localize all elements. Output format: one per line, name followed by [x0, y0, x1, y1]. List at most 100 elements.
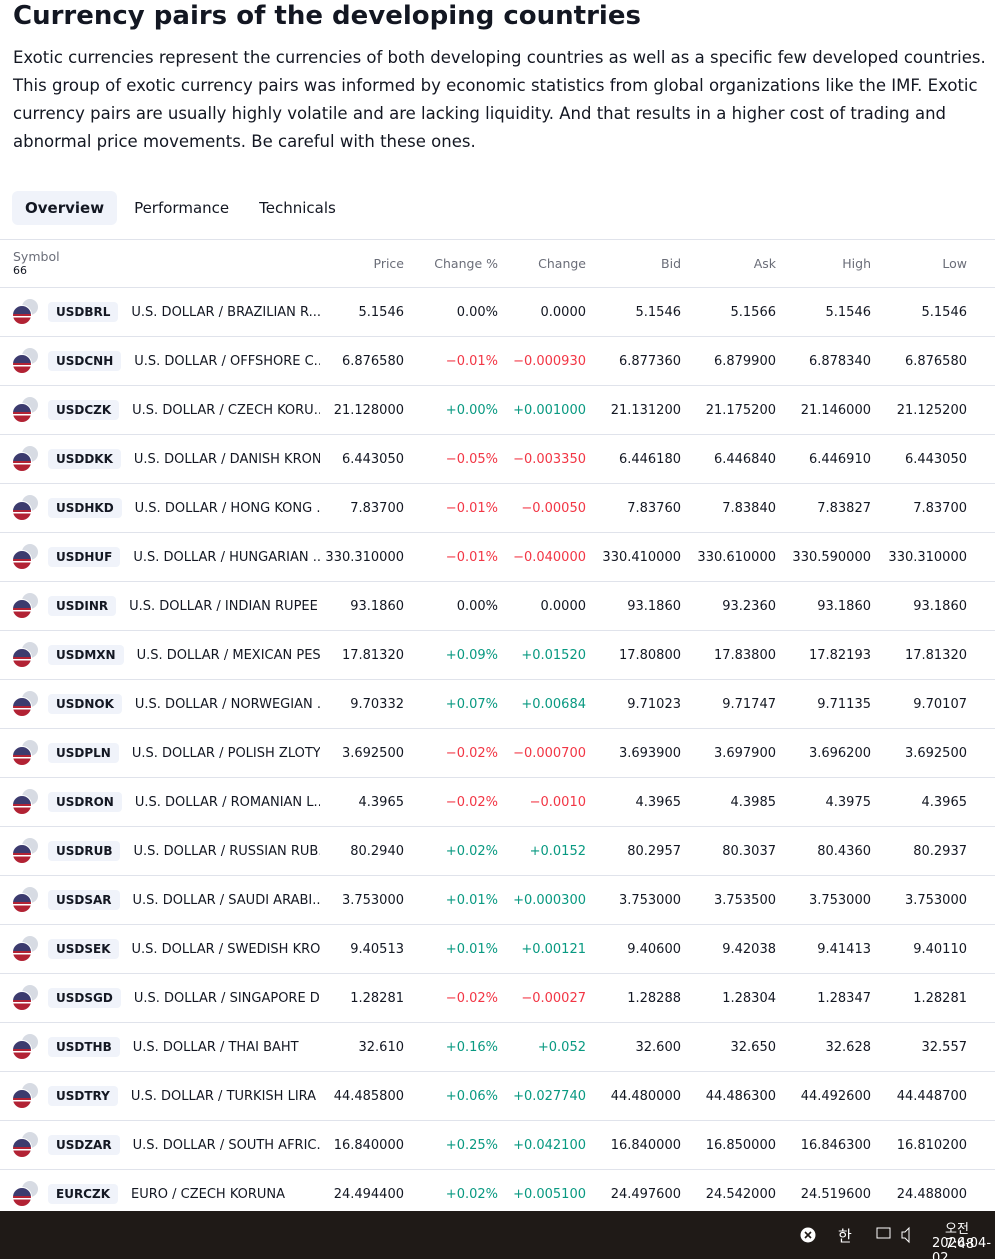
pair-name: U.S. DOLLAR / POLISH ZLOTY: [131, 745, 320, 761]
table-row[interactable]: USDHKD U.S. DOLLAR / HONG KONG ... 7.83700…: [0, 484, 995, 533]
table-row[interactable]: USDBRL U.S. DOLLAR / BRAZILIAN R... 5.1546…: [0, 288, 995, 337]
table-header: Symbol 66 Price Change % Change Bid Ask High L…: [0, 239, 995, 288]
column-header[interactable]: Price: [373, 256, 405, 271]
value-cell: 9.70332: [350, 696, 404, 712]
value-cell: 93.2360: [722, 598, 776, 614]
flag: [12, 991, 32, 1011]
ticker[interactable]: USDTRY: [48, 1086, 118, 1106]
table-row[interactable]: USDZAR U.S. DOLLAR / SOUTH AFRIC... 16.840…: [0, 1121, 995, 1170]
column-header[interactable]: Low: [942, 256, 967, 271]
value-cell: 6.876580: [341, 353, 404, 369]
table-row[interactable]: USDHUF U.S. DOLLAR / HUNGARIAN ... 330.310…: [0, 533, 995, 582]
table-row[interactable]: USDPLN U.S. DOLLAR / POLISH ZLOTY 3.692500…: [0, 729, 995, 778]
value-cell: 7.83700: [913, 500, 967, 516]
table-row[interactable]: USDINR U.S. DOLLAR / INDIAN RUPEE 93.1860 0…: [0, 582, 995, 631]
ticker[interactable]: USDNOK: [48, 694, 122, 714]
value-cell: 21.125200: [896, 402, 967, 418]
value-cell: 6.446180: [618, 451, 681, 467]
value-cell: 24.494400: [333, 1186, 404, 1202]
ticker[interactable]: USDDKK: [48, 449, 121, 469]
value-cell: 3.696200: [808, 745, 871, 761]
tab[interactable]: Overview: [12, 191, 118, 225]
ticker[interactable]: USDRUB: [48, 841, 121, 861]
ticker[interactable]: EURCZK: [48, 1184, 118, 1204]
ime-indicator[interactable]: 한: [838, 1227, 852, 1245]
table-row[interactable]: USDTRY U.S. DOLLAR / TURKISH LIRA 44.48580…: [0, 1072, 995, 1121]
pair-name: U.S. DOLLAR / THAI BAHT: [132, 1039, 299, 1055]
symbol-cell: USDINR U.S. DOLLAR / INDIAN RUPEE: [0, 593, 320, 619]
symbol-cell: USDSEK U.S. DOLLAR / SWEDISH KRO...: [0, 936, 320, 962]
clock-date[interactable]: 2026-04-02: [932, 1236, 992, 1259]
value-cell: 24.488000: [896, 1186, 967, 1202]
symbol-cell: USDCZK U.S. DOLLAR / CZECH KORU...: [0, 397, 320, 423]
value-cell: 9.41413: [817, 941, 871, 957]
table-row[interactable]: USDRUB U.S. DOLLAR / RUSSIAN RUB... 80.294…: [0, 827, 995, 876]
column-header[interactable]: Change: [538, 256, 586, 271]
value-cell: 330.410000: [602, 549, 681, 565]
ticker[interactable]: USDSGD: [48, 988, 121, 1008]
ticker[interactable]: USDHKD: [48, 498, 122, 518]
pair-name: EURO / CZECH KORUNA: [131, 1186, 286, 1202]
pair-name: U.S. DOLLAR / INDIAN RUPEE: [129, 598, 318, 614]
value-cell: 17.81320: [341, 647, 404, 663]
value-cell: 80.2940: [350, 843, 404, 859]
tab[interactable]: Performance: [134, 199, 230, 217]
column-header[interactable]: Ask: [753, 256, 776, 271]
ticker[interactable]: USDINR: [48, 596, 117, 616]
value-cell: −0.000700: [513, 745, 586, 761]
ticker[interactable]: USDHUF: [48, 547, 121, 567]
table-row[interactable]: USDNOK U.S. DOLLAR / NORWEGIAN ... 9.70332…: [0, 680, 995, 729]
table-row[interactable]: USDRON U.S. DOLLAR / ROMANIAN L... 4.3965 −…: [0, 778, 995, 827]
flag: [12, 893, 32, 913]
symbol-cell: USDMXN U.S. DOLLAR / MEXICAN PESO: [0, 642, 320, 668]
value-cell: 0.0000: [540, 598, 587, 614]
taskbar: 한 오전 7:48 2026-04-02: [0, 1211, 995, 1259]
value-cell: 3.693900: [618, 745, 681, 761]
value-cell: +0.00%: [445, 402, 498, 418]
ticker[interactable]: USDMXN: [48, 645, 124, 665]
flag: [12, 452, 32, 472]
table-row[interactable]: USDTHB U.S. DOLLAR / THAI BAHT 32.610 +0.16…: [0, 1023, 995, 1072]
ticker[interactable]: USDTHB: [48, 1037, 120, 1057]
column-header[interactable]: Change %: [434, 256, 498, 271]
clock-time[interactable]: 오전 7:48: [945, 1222, 975, 1252]
table-row[interactable]: USDCZK U.S. DOLLAR / CZECH KORU... 21.1280…: [0, 386, 995, 435]
table-row[interactable]: USDSEK U.S. DOLLAR / SWEDISH KRO... 9.4051…: [0, 925, 995, 974]
value-cell: 16.840000: [333, 1137, 404, 1153]
table-row[interactable]: USDMXN U.S. DOLLAR / MEXICAN PESO 17.81320…: [0, 631, 995, 680]
value-cell: −0.00050: [521, 500, 586, 516]
currency-flags: [12, 740, 38, 766]
close-icon[interactable]: [800, 1227, 816, 1243]
ticker[interactable]: USDPLN: [48, 743, 119, 763]
ticker[interactable]: USDCNH: [48, 351, 122, 371]
value-cell: 6.878340: [808, 353, 871, 369]
table-row[interactable]: USDSGD U.S. DOLLAR / SINGAPORE D... 1.2828…: [0, 974, 995, 1023]
value-cell: 16.840000: [610, 1137, 681, 1153]
table-row[interactable]: USDSAR U.S. DOLLAR / SAUDI ARABI... 3.7530…: [0, 876, 995, 925]
ticker[interactable]: USDZAR: [48, 1135, 120, 1155]
pair-name: U.S. DOLLAR / NORWEGIAN ...: [134, 696, 320, 712]
ticker[interactable]: USDRON: [48, 792, 122, 812]
value-cell: 21.131200: [610, 402, 681, 418]
value-cell: 16.850000: [705, 1137, 776, 1153]
value-cell: +0.06%: [445, 1088, 498, 1104]
ticker[interactable]: USDBRL: [48, 302, 119, 322]
column-header[interactable]: High: [842, 256, 871, 271]
value-cell: 6.443050: [341, 451, 404, 467]
column-header[interactable]: Bid: [661, 256, 681, 271]
currency-flags: [12, 1132, 38, 1158]
value-cell: 330.310000: [888, 549, 967, 565]
ticker[interactable]: USDSAR: [48, 890, 120, 910]
tray-icons[interactable]: [876, 1226, 916, 1244]
table-row[interactable]: USDCNH U.S. DOLLAR / OFFSHORE C... 6.87658…: [0, 337, 995, 386]
value-cell: +0.09%: [445, 647, 498, 663]
value-cell: +0.01%: [445, 941, 498, 957]
value-cell: −0.01%: [445, 549, 498, 565]
tab[interactable]: Technicals: [259, 199, 336, 217]
table-row[interactable]: USDDKK U.S. DOLLAR / DANISH KRONE 6.443050…: [0, 435, 995, 484]
ticker[interactable]: USDSEK: [48, 939, 119, 959]
value-cell: +0.01520: [521, 647, 586, 663]
ticker[interactable]: USDCZK: [48, 400, 120, 420]
value-cell: 80.3037: [722, 843, 776, 859]
